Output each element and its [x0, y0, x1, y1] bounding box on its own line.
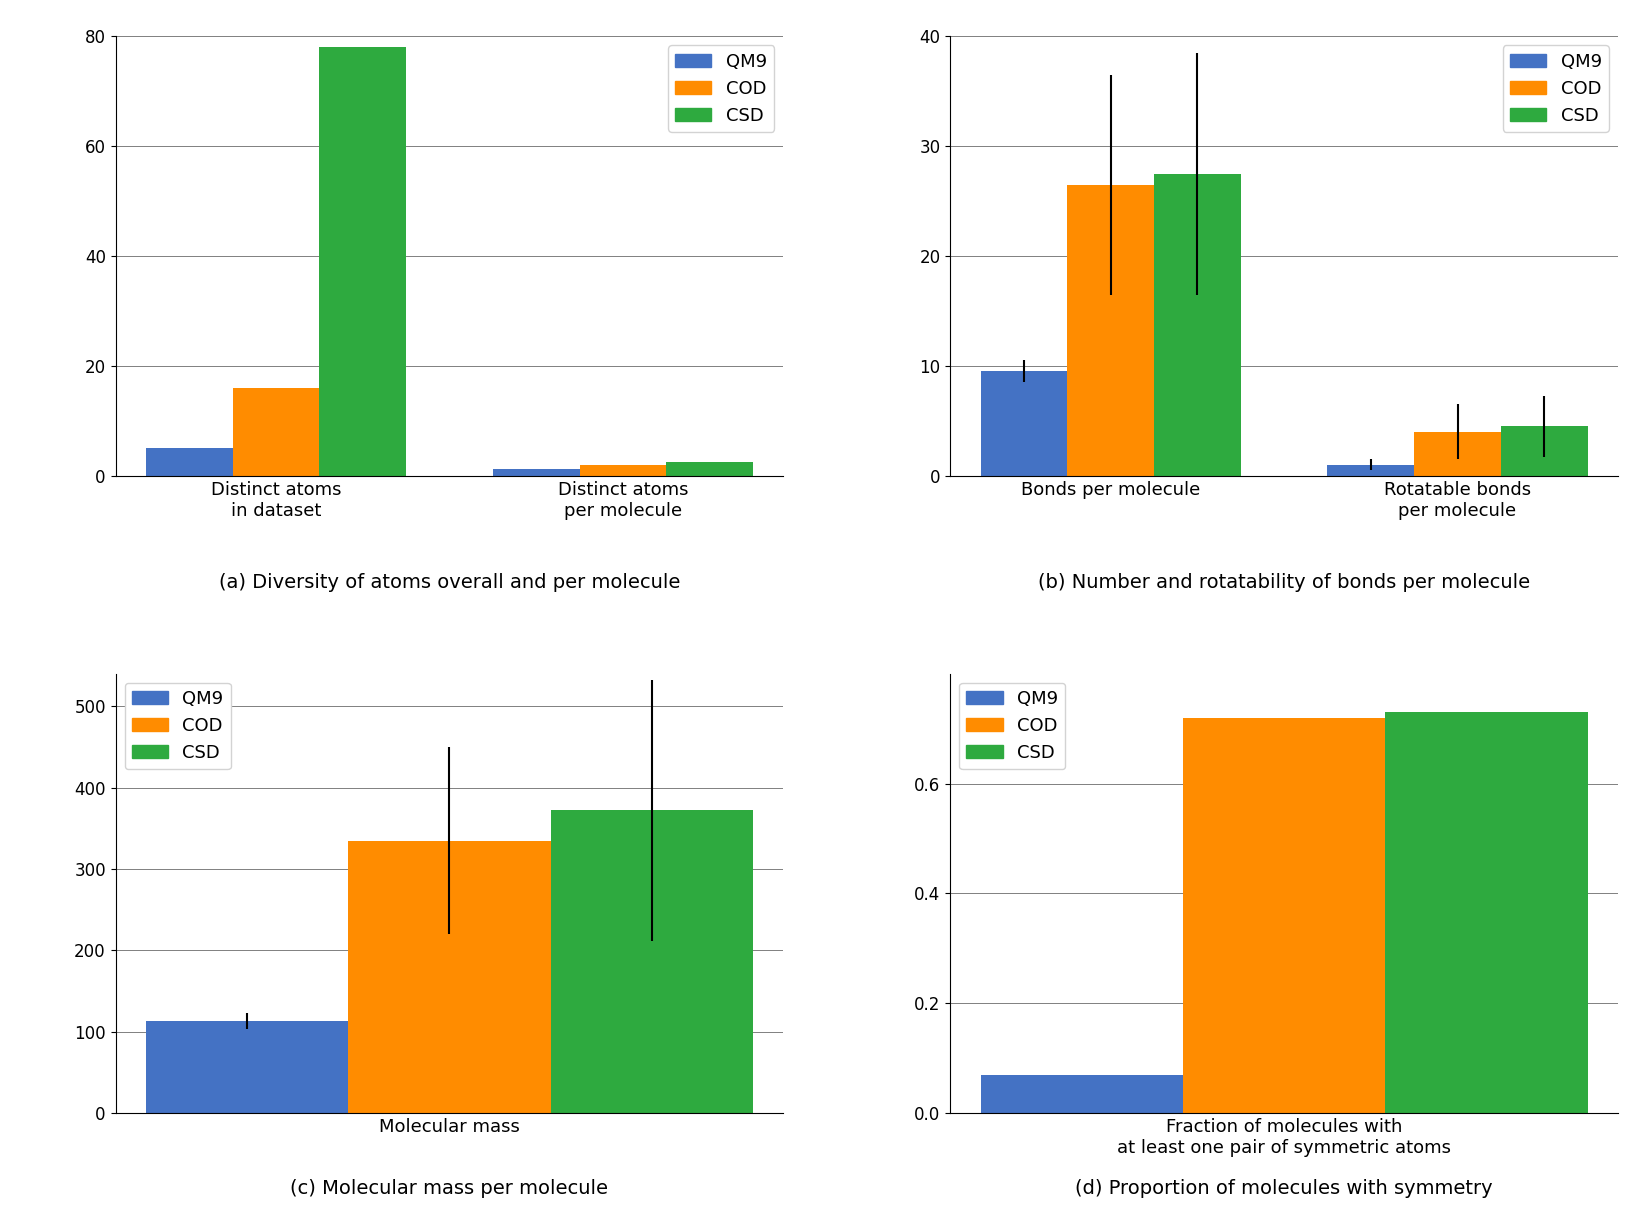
Legend: QM9, COD, CSD: QM9, COD, CSD [1502, 45, 1610, 132]
Bar [145, 1021, 348, 1113]
Bar [145, 449, 233, 476]
Bar [551, 811, 753, 1113]
Text: (b) Number and rotatability of bonds per molecule: (b) Number and rotatability of bonds per… [1038, 572, 1530, 592]
Bar [1385, 713, 1588, 1113]
Bar [1067, 185, 1154, 476]
Bar [319, 47, 406, 476]
Bar [1415, 432, 1501, 476]
Bar [667, 462, 753, 476]
Bar [348, 841, 551, 1113]
Text: (d) Proportion of molecules with symmetry: (d) Proportion of molecules with symmetr… [1075, 1179, 1493, 1198]
Bar [1154, 174, 1242, 476]
Legend: QM9, COD, CSD: QM9, COD, CSD [669, 45, 774, 132]
Bar [1501, 426, 1588, 476]
Bar [981, 1074, 1182, 1113]
Text: (a) Diversity of atoms overall and per molecule: (a) Diversity of atoms overall and per m… [218, 572, 680, 592]
Bar [1327, 465, 1415, 476]
Bar [492, 469, 580, 476]
Legend: QM9, COD, CSD: QM9, COD, CSD [959, 682, 1065, 770]
Legend: QM9, COD, CSD: QM9, COD, CSD [124, 682, 231, 770]
Bar [580, 465, 667, 476]
Bar [1182, 718, 1385, 1113]
Bar [233, 388, 319, 476]
Bar [981, 371, 1067, 476]
Text: (c) Molecular mass per molecule: (c) Molecular mass per molecule [291, 1179, 609, 1198]
